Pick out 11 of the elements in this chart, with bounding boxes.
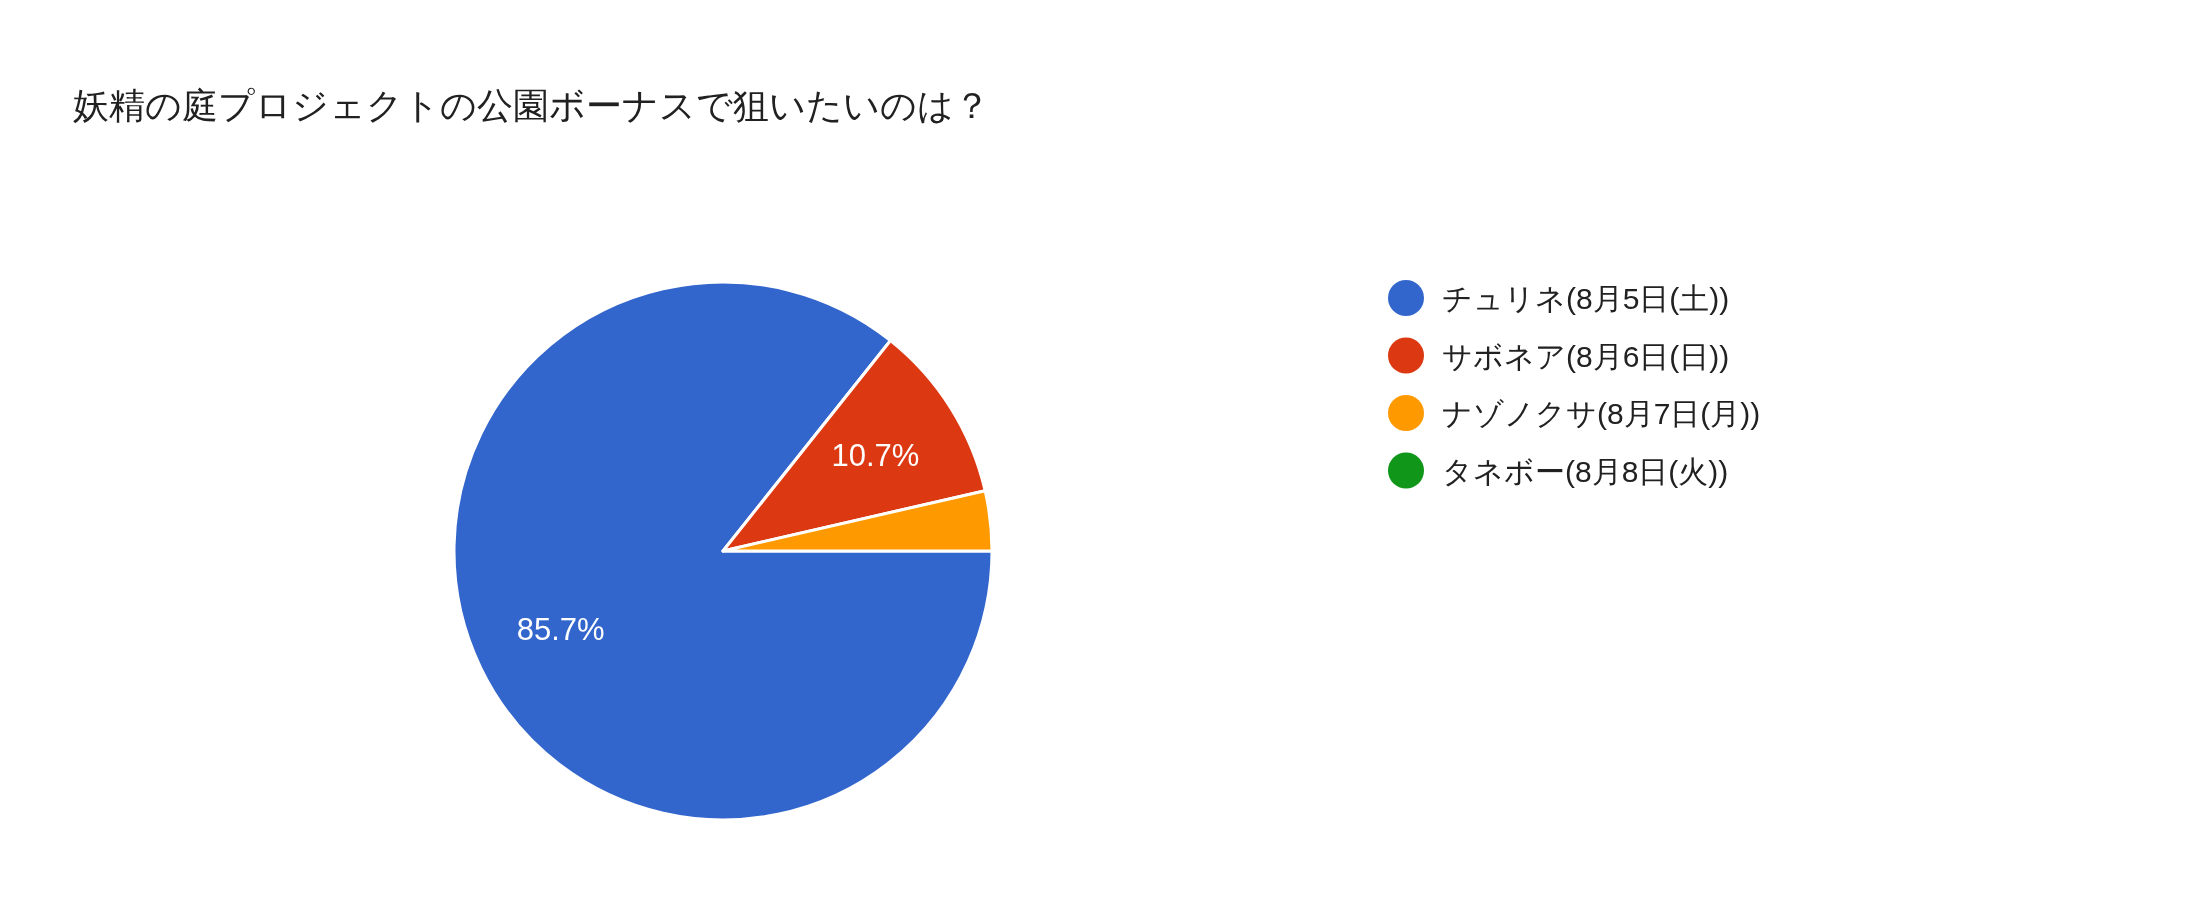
legend-item: サボネア(8月6日(日)) xyxy=(1388,337,1730,374)
chart-title: 妖精の庭プロジェクトの公園ボーナスで狙いたいのは？ xyxy=(73,85,990,126)
legend-item: ナゾノクサ(8月7日(月)) xyxy=(1388,395,1761,431)
legend-label: チュリネ(8月5日(土)) xyxy=(1442,282,1730,315)
legend-label: サボネア(8月6日(日)) xyxy=(1442,339,1730,373)
legend-item: タネボー(8月8日(火)) xyxy=(1388,452,1729,489)
legend-item: チュリネ(8月5日(土)) xyxy=(1388,280,1730,316)
data-label: 85.7% xyxy=(516,612,605,648)
data-label: 10.7% xyxy=(831,437,920,473)
legend-label: タネボー(8月8日(火)) xyxy=(1442,454,1729,488)
legend-label: ナゾノクサ(8月7日(月)) xyxy=(1442,397,1761,430)
